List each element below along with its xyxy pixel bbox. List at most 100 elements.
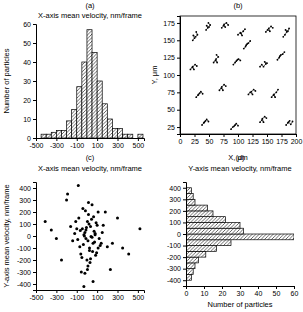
tick: -300 <box>17 269 36 276</box>
point <box>71 239 74 242</box>
point <box>73 232 76 235</box>
point <box>87 223 90 226</box>
tick-label: 200 <box>19 209 31 216</box>
tick-mark <box>33 24 36 25</box>
axis-line <box>177 17 181 135</box>
tick-label: 100 <box>92 294 104 301</box>
trajectory-point <box>235 123 237 125</box>
trajectory <box>283 28 289 36</box>
tick: 40 <box>23 59 36 66</box>
trajectory-point <box>226 22 228 24</box>
tick-label: 0 <box>185 290 189 297</box>
trajectory <box>231 124 238 130</box>
point <box>87 213 90 216</box>
trajectory-point <box>270 26 272 28</box>
tick-mark <box>33 260 36 261</box>
point <box>78 245 81 248</box>
tick-mark <box>183 234 186 235</box>
tick-mark <box>138 138 139 141</box>
bar <box>97 81 102 138</box>
trajectory-point <box>209 24 211 26</box>
tick: -100 <box>70 290 84 301</box>
tick-label: -300 <box>50 294 64 301</box>
trajectory <box>260 62 267 67</box>
point <box>74 220 77 223</box>
tick: 100 <box>92 290 104 301</box>
tick: -200 <box>167 254 186 261</box>
bar <box>77 87 82 138</box>
tick-mark <box>138 290 139 293</box>
trajectory-point <box>224 26 226 28</box>
tick-label: 300 <box>112 294 124 301</box>
trajectory-point <box>266 117 268 119</box>
axis-line <box>183 183 187 287</box>
trajectory-point <box>201 124 203 126</box>
bar <box>41 134 46 138</box>
trajectory <box>206 23 210 30</box>
trajectory-point <box>287 122 289 124</box>
trajectory-point <box>235 60 237 62</box>
tick-label: 175 <box>276 138 288 145</box>
tick: 200 <box>169 208 186 215</box>
bar <box>186 222 240 228</box>
trajectory-point <box>230 128 232 130</box>
tick-label: -300 <box>50 142 64 149</box>
axis: 0255075100125150175200 <box>179 134 303 145</box>
trajectory-point <box>268 28 270 30</box>
tick: 60 <box>23 21 36 28</box>
tick: 75 <box>167 89 180 96</box>
point <box>92 280 95 283</box>
tick-mark <box>33 81 36 82</box>
trajectory-point <box>196 65 198 67</box>
tick-mark <box>33 272 36 273</box>
tick-label: 500 <box>133 142 145 149</box>
trajectory <box>214 55 219 63</box>
trajectory-point <box>289 120 291 122</box>
tick-mark <box>183 188 186 189</box>
trajectory-point <box>234 62 236 64</box>
tick-label: 75 <box>220 138 228 145</box>
axis-line <box>37 291 145 294</box>
trajectory-point <box>192 66 194 68</box>
tick: 25 <box>167 124 180 131</box>
point <box>138 227 141 230</box>
tick-label: 30 <box>23 78 31 85</box>
tick: -100 <box>167 242 186 249</box>
point <box>97 211 100 214</box>
axis-line <box>181 135 297 138</box>
tick-mark <box>33 212 36 213</box>
trajectory-point <box>263 121 265 123</box>
trajectory-point <box>202 93 204 95</box>
tick: 0 <box>177 231 186 238</box>
tick-label: 25 <box>191 138 199 145</box>
point <box>77 217 80 220</box>
tick-mark <box>33 188 36 189</box>
tick: 200 <box>291 134 303 145</box>
trajectory-point <box>208 121 210 123</box>
bar <box>72 110 77 139</box>
trajectory-point <box>274 96 276 98</box>
point <box>92 215 95 218</box>
trajectory <box>286 121 292 125</box>
trajectory-point <box>269 30 271 32</box>
point <box>86 268 89 271</box>
bar <box>186 211 213 217</box>
point <box>86 239 89 242</box>
tick: -300 <box>167 265 186 272</box>
trajectory-point <box>206 25 208 27</box>
trajectory-point <box>285 29 287 31</box>
tick-mark <box>296 134 297 137</box>
trajectory-point <box>203 121 205 123</box>
tick: 125 <box>163 54 180 61</box>
axis: -400-300-200-1000100200300400 <box>17 183 37 291</box>
trajectory-point <box>223 84 225 86</box>
tick: 0 <box>179 134 183 145</box>
trajectory-point <box>244 28 246 30</box>
point <box>44 220 47 223</box>
trajectory-point <box>250 91 252 93</box>
tick-mark <box>77 290 78 293</box>
tick: -300 <box>50 138 64 149</box>
tick-label: -500 <box>29 294 43 301</box>
trajectory-point <box>282 36 284 38</box>
trajectory-point <box>272 27 274 29</box>
